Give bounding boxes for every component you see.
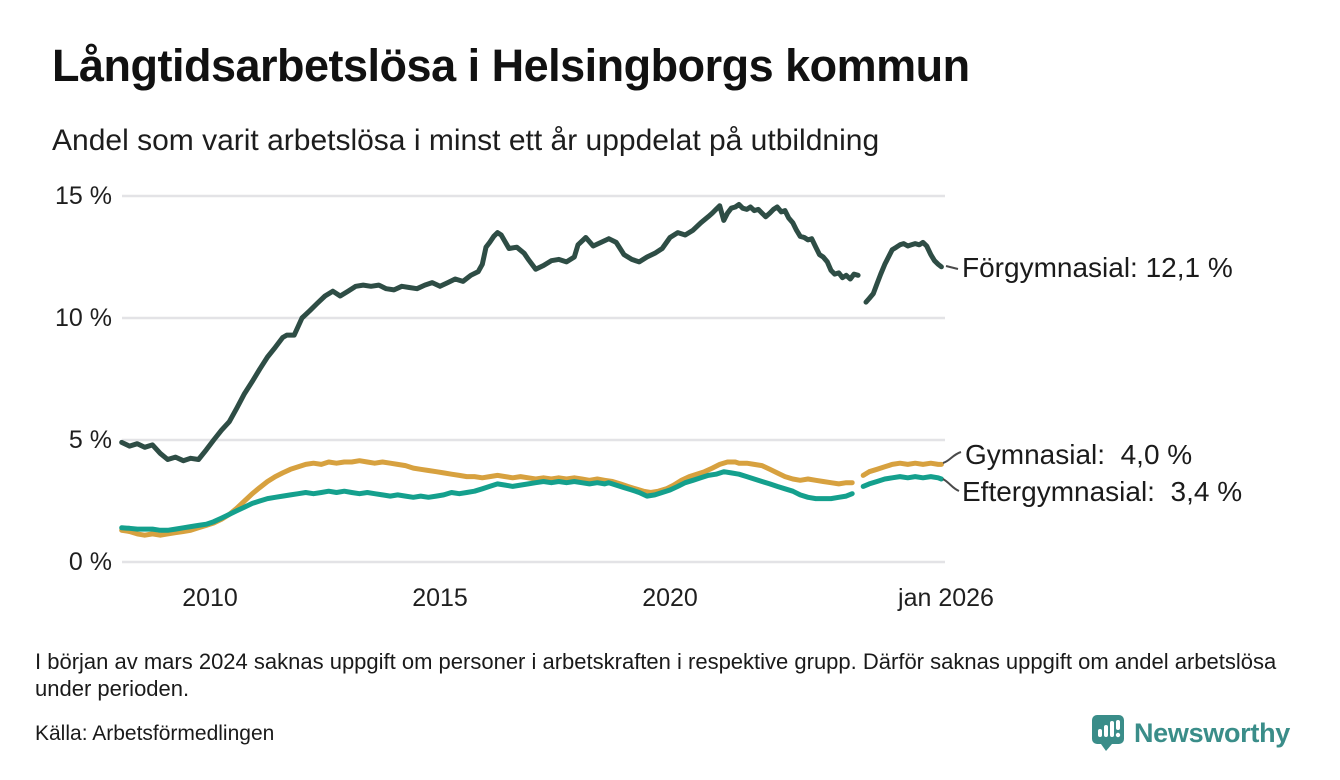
newsworthy-logo-icon (1091, 715, 1124, 751)
series-line-förgymnasial (863, 239, 944, 305)
series-line-eftergymnasial (860, 474, 944, 489)
source-label: Källa: Arbetsförmedlingen (35, 722, 275, 745)
series-line-eftergymnasial (119, 469, 855, 533)
y-axis-tick-label: 15 % (55, 182, 112, 210)
y-axis-tick-label: 0 % (68, 548, 112, 576)
series-label-eftergymnasial: Eftergymnasial: 3,4 % (962, 476, 1243, 507)
newsworthy-logo: Newsworthy (1091, 712, 1290, 754)
label-connector (942, 451, 962, 464)
label-connector (942, 478, 960, 492)
series-line-förgymnasial (119, 202, 861, 464)
series-line-gymnasial (860, 460, 944, 478)
newsworthy-wordmark: Newsworthy (1133, 717, 1290, 748)
x-axis-tick-label: jan 2026 (898, 584, 994, 612)
x-axis-tick-label: 2015 (412, 584, 468, 612)
y-axis-tick-label: 5 % (68, 426, 112, 454)
page-subtitle: Andel som varit arbetslösa i minst ett å… (52, 124, 880, 157)
series-line-gymnasial (119, 458, 855, 538)
x-axis-tick-label: 2010 (182, 584, 238, 612)
x-axis-tick-label: 2020 (642, 584, 698, 612)
series-label-forgymnasial: Förgymnasial: 12,1 % (962, 252, 1233, 283)
page-title: Långtidsarbetslösa i Helsingborgs kommun (52, 40, 970, 91)
chart-footnote: I början av mars 2024 saknas uppgift om … (35, 649, 1277, 701)
label-connector (945, 265, 959, 270)
y-axis-tick-label: 10 % (55, 304, 112, 332)
series-label-gymnasial: Gymnasial: 4,0 % (965, 439, 1193, 470)
